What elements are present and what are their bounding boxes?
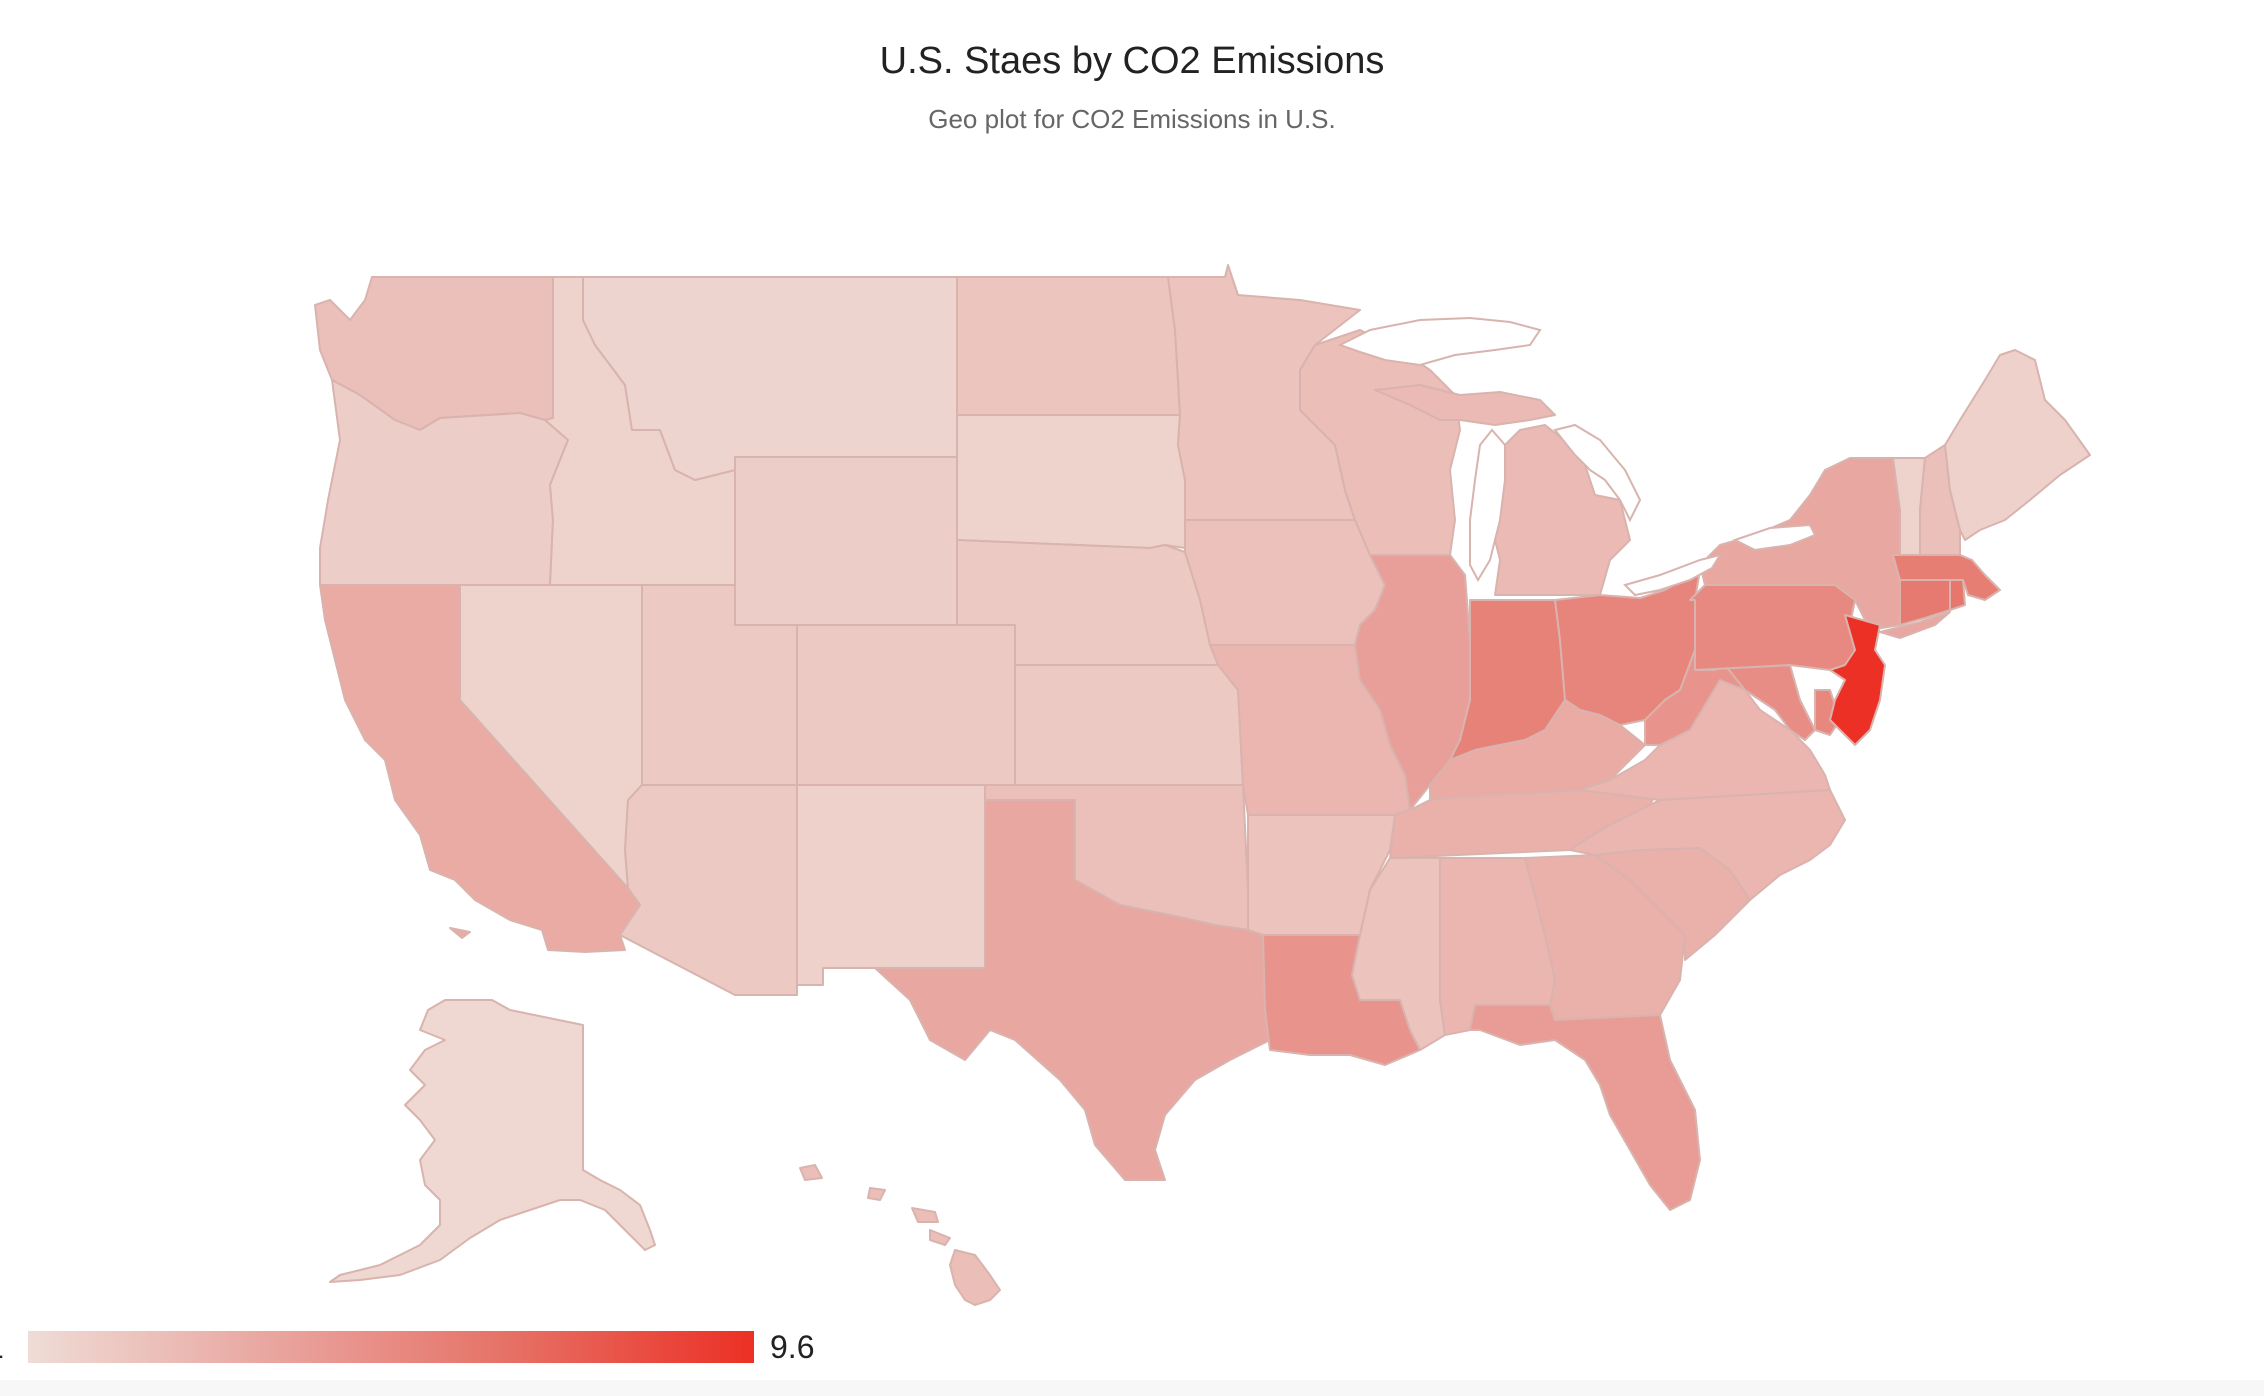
state-hi[interactable] [949, 1249, 1001, 1306]
chart-title: U.S. Staes by CO2 Emissions [879, 40, 1385, 82]
state-ia[interactable] [1184, 519, 1386, 646]
state-nj[interactable] [1829, 614, 1886, 746]
state-mi-part-1[interactable] [1374, 384, 1556, 426]
state-pa[interactable] [1689, 584, 1861, 671]
legend-max-label: 9.6 [770, 1329, 815, 1365]
state-ms[interactable] [1351, 857, 1446, 1051]
state-hi-part-2[interactable] [911, 1207, 939, 1223]
legend-gradient-bar [28, 1331, 754, 1363]
lake-michigan [1469, 428, 1506, 583]
lake-ontario [1732, 523, 1817, 552]
state-ny-long-island[interactable] [1879, 611, 1951, 639]
lake-huron [1553, 423, 1642, 523]
state-ak[interactable] [329, 999, 656, 1283]
color-legend: 1 9.6 [0, 1325, 900, 1375]
state-hi-part-1[interactable] [867, 1187, 886, 1201]
state-az[interactable] [619, 784, 798, 996]
state-ma[interactable] [1892, 554, 2001, 601]
state-nm[interactable] [796, 784, 986, 986]
state-nc[interactable] [1569, 789, 1846, 901]
state-me[interactable] [1944, 349, 2091, 541]
state-nd[interactable] [956, 276, 1181, 416]
chart-subtitle: Geo plot for CO2 Emissions in U.S. [928, 104, 1336, 134]
lake-erie [1623, 553, 1723, 597]
state-hi-part-3[interactable] [929, 1229, 951, 1246]
lake-superior [1337, 316, 1542, 367]
states-layer [314, 264, 2091, 1306]
state-ca-part-1[interactable] [449, 927, 471, 939]
state-hi-part-4[interactable] [799, 1164, 823, 1181]
legend-min-label: 1 [0, 1329, 4, 1366]
state-co[interactable] [796, 624, 1016, 786]
bottom-strip [0, 1380, 2264, 1396]
state-fl[interactable] [1469, 1004, 1701, 1211]
state-ri[interactable] [1949, 579, 1966, 611]
state-sd[interactable] [956, 414, 1186, 549]
state-ks[interactable] [1014, 664, 1244, 786]
state-tx[interactable] [874, 799, 1271, 1181]
state-wy[interactable] [734, 456, 958, 626]
